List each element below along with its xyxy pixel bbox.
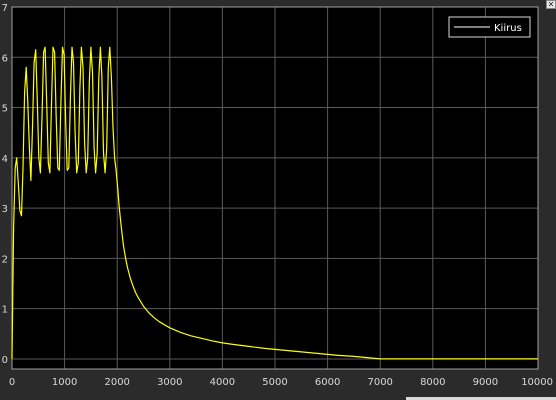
status-strip [406, 397, 556, 400]
x-axis-ticks: 0 1000 2000 3000 4000 5000 6000 7000 8000 9000 100… [9, 377, 553, 388]
y-tick-label: 2 [2, 254, 8, 265]
legend-label-kiirus: Kiirus [494, 23, 522, 34]
axis-box [11, 6, 539, 370]
x-tick-label: 7000 [367, 377, 392, 388]
x-tick-label: 4000 [210, 377, 235, 388]
series-line-1 [11, 46, 538, 360]
y-axis-ticks: 0 1 2 3 4 5 6 7 [2, 3, 8, 366]
y-tick-label: 4 [2, 154, 8, 165]
y-tick-label: 1 [2, 305, 8, 316]
series-layer [11, 46, 538, 360]
x-tick-label: 9000 [473, 377, 498, 388]
x-tick-label: 10000 [521, 377, 553, 388]
close-icon[interactable]: ✕ [546, 0, 556, 9]
axis-frame [11, 6, 539, 370]
x-tick-label: 8000 [420, 377, 445, 388]
y-tick-label: 6 [2, 53, 8, 64]
x-tick-label: 1000 [52, 377, 77, 388]
y-tick-label: 5 [2, 104, 8, 115]
x-tick-label: 6000 [315, 377, 340, 388]
y-tick-label: 7 [2, 3, 8, 14]
y-tick-label: 0 [2, 355, 8, 366]
x-tick-label: 0 [9, 377, 15, 388]
x-tick-label: 3000 [157, 377, 182, 388]
x-tick-label: 5000 [262, 377, 287, 388]
legend[interactable]: Kiirus [448, 16, 531, 38]
x-tick-label: 2000 [104, 377, 129, 388]
y-tick-label: 3 [2, 204, 8, 215]
